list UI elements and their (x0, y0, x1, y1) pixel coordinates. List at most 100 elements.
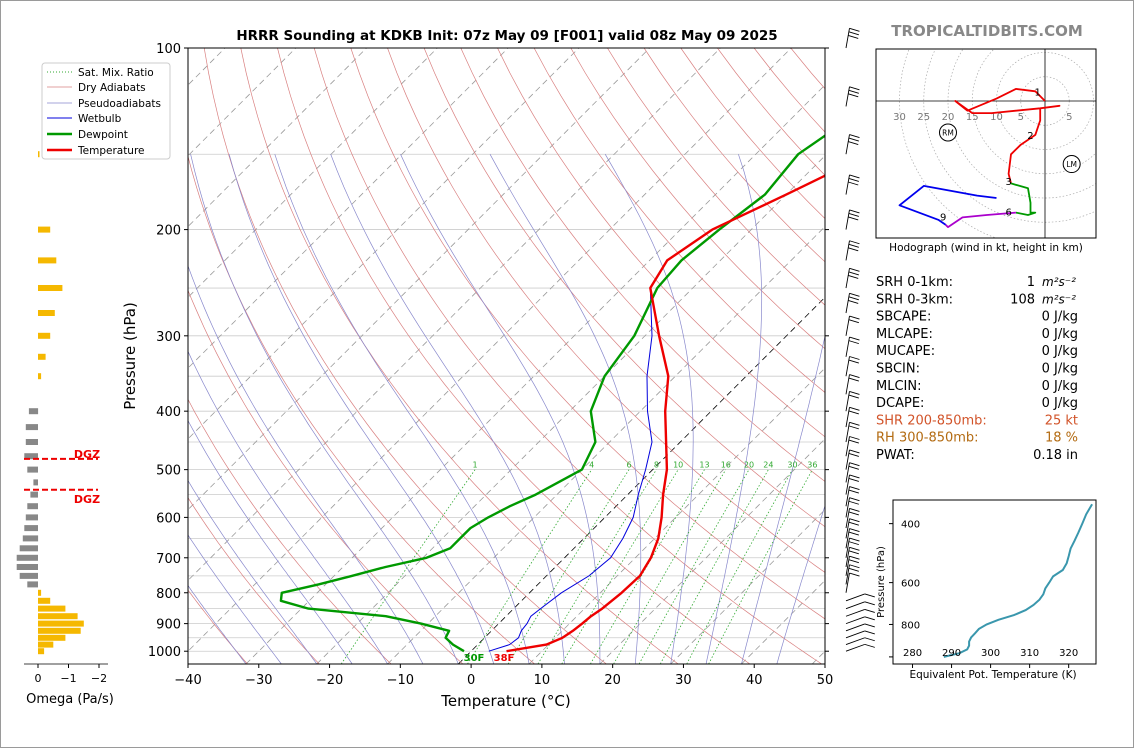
y-tick-label: 200 (156, 224, 181, 239)
index-unit: m²s⁻² (1042, 292, 1076, 306)
wind-barb-staff (845, 407, 850, 428)
y-tick-label: 600 (156, 511, 181, 526)
wind-barb-flag (849, 209, 860, 214)
surface-dewpoint-label: 30F (464, 653, 485, 664)
pseudoadiabat-line (188, 350, 388, 664)
wind-barb (845, 174, 860, 195)
index-row: MUCAPE: 0 J/kg (876, 344, 1078, 359)
theta-e-x-tick-label: 300 (981, 648, 1000, 659)
wind-barb (845, 436, 860, 457)
hodograph-panel: 30 25 20 15 10 5 5 1 2 3 6 9 RM LM Hodograph (wind i… (875, 48, 1097, 254)
wind-barb-flag (848, 453, 859, 457)
omega-bar (38, 634, 66, 641)
storm-motion-lm-marker-label: LM (1066, 160, 1077, 169)
isotherm-line (188, 48, 509, 369)
skewt-x-axis-label: Temperature (°C) (440, 692, 570, 710)
wind-barb-staff (845, 86, 850, 107)
wind-barb-flag (848, 296, 859, 301)
wind-barb-flag (848, 541, 859, 546)
hodograph-trace (944, 211, 1016, 228)
wind-barb (845, 537, 860, 558)
wind-barb-staff (845, 174, 850, 195)
wind-barb-flag (848, 141, 859, 146)
omega-bar (27, 581, 38, 588)
storm-motion-rm-marker-label: RM (942, 129, 954, 138)
isotherm-line (188, 48, 650, 511)
wind-barb-flag (864, 608, 875, 613)
wind-barb-flag (864, 637, 875, 642)
wind-barb-staff (845, 547, 850, 568)
wind-barb-flag (848, 394, 859, 399)
theta-e-x-tick-label: 320 (1059, 648, 1078, 659)
pseudoadiabat-line (190, 154, 459, 664)
wind-barb (845, 209, 860, 230)
theta-e-x-tick-label: 280 (903, 648, 922, 659)
wind-barb-flag (849, 374, 860, 379)
dry-adiabat-line (423, 48, 825, 528)
hodograph-ring-label: 20 (942, 112, 955, 123)
isotherm-line (599, 438, 825, 664)
wind-barb (845, 267, 860, 289)
wind-barb-flag (848, 181, 859, 186)
wind-barb-staff (845, 601, 865, 610)
index-value: 0 J/kg (1042, 396, 1078, 411)
pseudoadiabat-line (188, 264, 424, 664)
hodograph-height-label: 3 (1005, 177, 1011, 188)
mixing-ratio-line (467, 469, 593, 664)
wind-barb-staff (845, 422, 850, 443)
wind-barb-flag (849, 474, 860, 479)
isotherm-line (188, 48, 438, 298)
wind-barb (845, 292, 860, 314)
wind-barb-staff (845, 643, 865, 652)
wind-barb-flag (848, 531, 859, 536)
wind-barb (845, 564, 860, 585)
wind-barb-flag (864, 593, 875, 598)
wind-barb-staff (845, 538, 850, 558)
wind-barb (845, 134, 860, 155)
omega-bar (38, 648, 45, 655)
theta-e-line (943, 503, 1093, 658)
wind-barb (845, 406, 860, 428)
wind-barb-flag (864, 643, 875, 648)
index-row: MLCAPE: 0 J/kg (876, 327, 1078, 342)
wind-barb-staff (845, 486, 850, 507)
x-tick-label: −30 (245, 673, 272, 688)
wind-barb (845, 240, 860, 261)
dgz-label-upper: DGZ (74, 448, 100, 461)
dry-adiabat-line (188, 497, 320, 664)
theta-e-y-tick-label: 400 (901, 520, 920, 531)
index-label: SBCAPE: (876, 310, 931, 325)
hodograph-height-label: 1 (1035, 87, 1041, 98)
omega-bar (38, 257, 57, 264)
mixing-ratio-line (340, 469, 476, 664)
omega-bar (38, 589, 42, 596)
brand-watermark: TROPICALTIDBITS.COM (891, 22, 1083, 40)
wind-barb-flag (848, 213, 859, 217)
omega-bar (16, 554, 38, 561)
pseudoadiabat-line (604, 154, 694, 664)
skewt-panel: 1 4 6 8 10 13 16 20 24 30 36 100200300400500600700… (121, 42, 833, 710)
legend-label: Dewpoint (78, 129, 128, 141)
wind-barb-flag (848, 521, 859, 526)
wind-barb-staff (845, 474, 850, 495)
theta-e-y-axis-label: Pressure (hPa) (876, 546, 887, 618)
wind-barb (845, 27, 860, 49)
index-label: MLCAPE: (876, 327, 933, 342)
hodograph-ring-label: 5 (1066, 112, 1072, 123)
wind-barb-flag (848, 359, 859, 364)
y-tick-label: 1000 (148, 645, 181, 660)
storm-motion-lm-marker (1062, 155, 1081, 174)
hodograph-caption: Hodograph (wind in kt, height in km) (889, 242, 1083, 254)
x-tick-label: −40 (174, 673, 201, 688)
legend-label: Pseudoadiabats (78, 98, 161, 110)
pseudoadiabat-line (188, 534, 282, 664)
wind-barb (845, 616, 875, 625)
wind-barb-staff (845, 293, 850, 314)
wind-barb-flag (848, 465, 859, 470)
isotherm-line (316, 155, 825, 664)
mixing-ratio-label: 8 (654, 461, 659, 470)
dry-adiabat-line (350, 48, 825, 620)
wind-barb-flag (848, 377, 859, 382)
wind-barb-flag (848, 89, 859, 94)
dry-adiabat-line (188, 289, 464, 664)
